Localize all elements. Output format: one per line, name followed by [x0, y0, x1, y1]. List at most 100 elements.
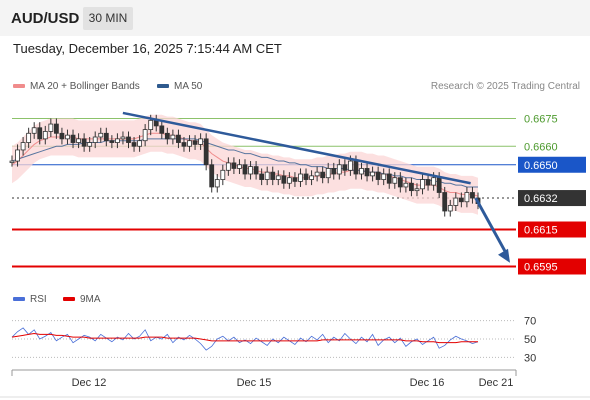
candle-body	[109, 140, 115, 143]
projection-arrow-shaft	[474, 197, 509, 256]
candle-body	[198, 138, 204, 145]
candle-body	[403, 182, 409, 188]
candle-body	[320, 171, 326, 179]
candle-body	[286, 177, 292, 184]
ma50-swatch	[157, 84, 169, 89]
candle-body	[298, 173, 303, 182]
candle-body	[220, 169, 226, 180]
legend-ma20-label: MA 20 + Bollinger Bands	[30, 81, 140, 92]
candle-body	[237, 164, 242, 169]
candle-body	[187, 140, 192, 147]
timestamp: Tuesday, December 16, 2025 7:15:44 AM CE…	[13, 41, 282, 56]
level-label-0.6675: 0.6675	[524, 114, 558, 126]
ma20-swatch	[13, 84, 25, 89]
candle-body	[242, 164, 248, 175]
legend-ma50: MA 50	[157, 81, 202, 92]
candle-body	[303, 173, 309, 180]
x-tick-Dec-15: Dec 15	[237, 377, 272, 389]
candle-body	[81, 138, 87, 147]
candle-body	[76, 138, 81, 143]
candle-body	[470, 192, 475, 199]
candle-body	[225, 162, 231, 171]
interval-button[interactable]: 30 MIN	[83, 7, 133, 30]
legend-9ma: 9MA	[63, 294, 101, 305]
rsi-line	[11, 327, 479, 351]
candle-body	[342, 164, 348, 171]
candle-body	[375, 171, 381, 180]
candle-body	[264, 171, 270, 180]
candle-body	[259, 173, 265, 180]
candle-body	[214, 179, 220, 188]
candle-body	[309, 175, 314, 180]
candle-body	[48, 123, 54, 132]
candle-body	[436, 177, 442, 193]
candle-body	[425, 179, 431, 186]
candle-body	[336, 164, 342, 175]
candle-body	[148, 119, 154, 130]
candle-body	[92, 136, 98, 143]
rsi-ma-line	[11, 332, 478, 344]
candle-body	[253, 166, 259, 175]
trend-line	[122, 111, 471, 185]
level-tag-0.6650	[518, 156, 586, 173]
candle-body	[203, 138, 209, 166]
level-label-0.6595: 0.6595	[524, 262, 558, 274]
candle-body	[420, 179, 425, 190]
candle-body	[59, 132, 65, 140]
legend-ma20: MA 20 + Bollinger Bands	[13, 81, 140, 92]
x-tick-Dec-12: Dec 12	[72, 377, 107, 389]
candle-body	[37, 127, 43, 140]
candle-body	[9, 160, 15, 163]
level-tag-0.6595	[518, 258, 586, 275]
rsi-swatch	[13, 297, 25, 302]
level-tag-0.6615	[518, 221, 586, 238]
candle-body	[397, 177, 403, 188]
legend-9ma-label: 9MA	[80, 294, 101, 305]
credit-text: Research © 2025 Trading Central	[430, 81, 580, 92]
candle-body	[103, 132, 109, 142]
candle-body	[115, 138, 120, 143]
candle-body	[359, 168, 364, 175]
candle-body	[453, 197, 459, 206]
candle-body	[447, 205, 453, 212]
level-label-0.6632: 0.6632	[524, 193, 558, 205]
rsi-tick-50: 50	[524, 334, 536, 346]
candle-body	[381, 173, 387, 180]
candle-body	[292, 177, 298, 182]
candle-body	[142, 129, 148, 142]
top-bar: AUD/USD 30 MIN	[0, 0, 590, 36]
candle-body	[31, 127, 37, 134]
candle-body	[209, 164, 215, 188]
candle-body	[120, 136, 126, 140]
legend-rsi: RSI	[13, 294, 47, 305]
candle-body	[270, 171, 276, 180]
candle-body	[53, 123, 59, 134]
candle-body	[170, 134, 176, 140]
x-tick-Dec-16: Dec 16	[410, 377, 445, 389]
candle-body	[248, 166, 253, 175]
level-label-0.6615: 0.6615	[524, 225, 558, 237]
candle-body	[325, 168, 331, 179]
candle-body	[392, 177, 398, 184]
candle-body	[159, 125, 165, 134]
level-tag-0.6632	[518, 190, 586, 207]
candle-body	[15, 149, 20, 162]
candle-body	[137, 140, 142, 147]
candle-body	[181, 142, 187, 147]
candle-body	[353, 160, 359, 175]
candle-body	[42, 131, 48, 140]
candle-body	[414, 188, 420, 192]
ma9-swatch	[63, 297, 75, 302]
candle-body	[275, 175, 281, 180]
projection-arrow-head	[498, 248, 510, 263]
candle-body	[231, 162, 237, 169]
candle-body	[348, 160, 353, 171]
candle-body	[442, 192, 448, 212]
candle-body	[409, 182, 414, 192]
candle-body	[98, 132, 104, 138]
candle-body	[458, 197, 464, 203]
candle-body	[192, 140, 198, 145]
candle-body	[26, 132, 32, 143]
rsi-tick-70: 70	[524, 316, 536, 328]
